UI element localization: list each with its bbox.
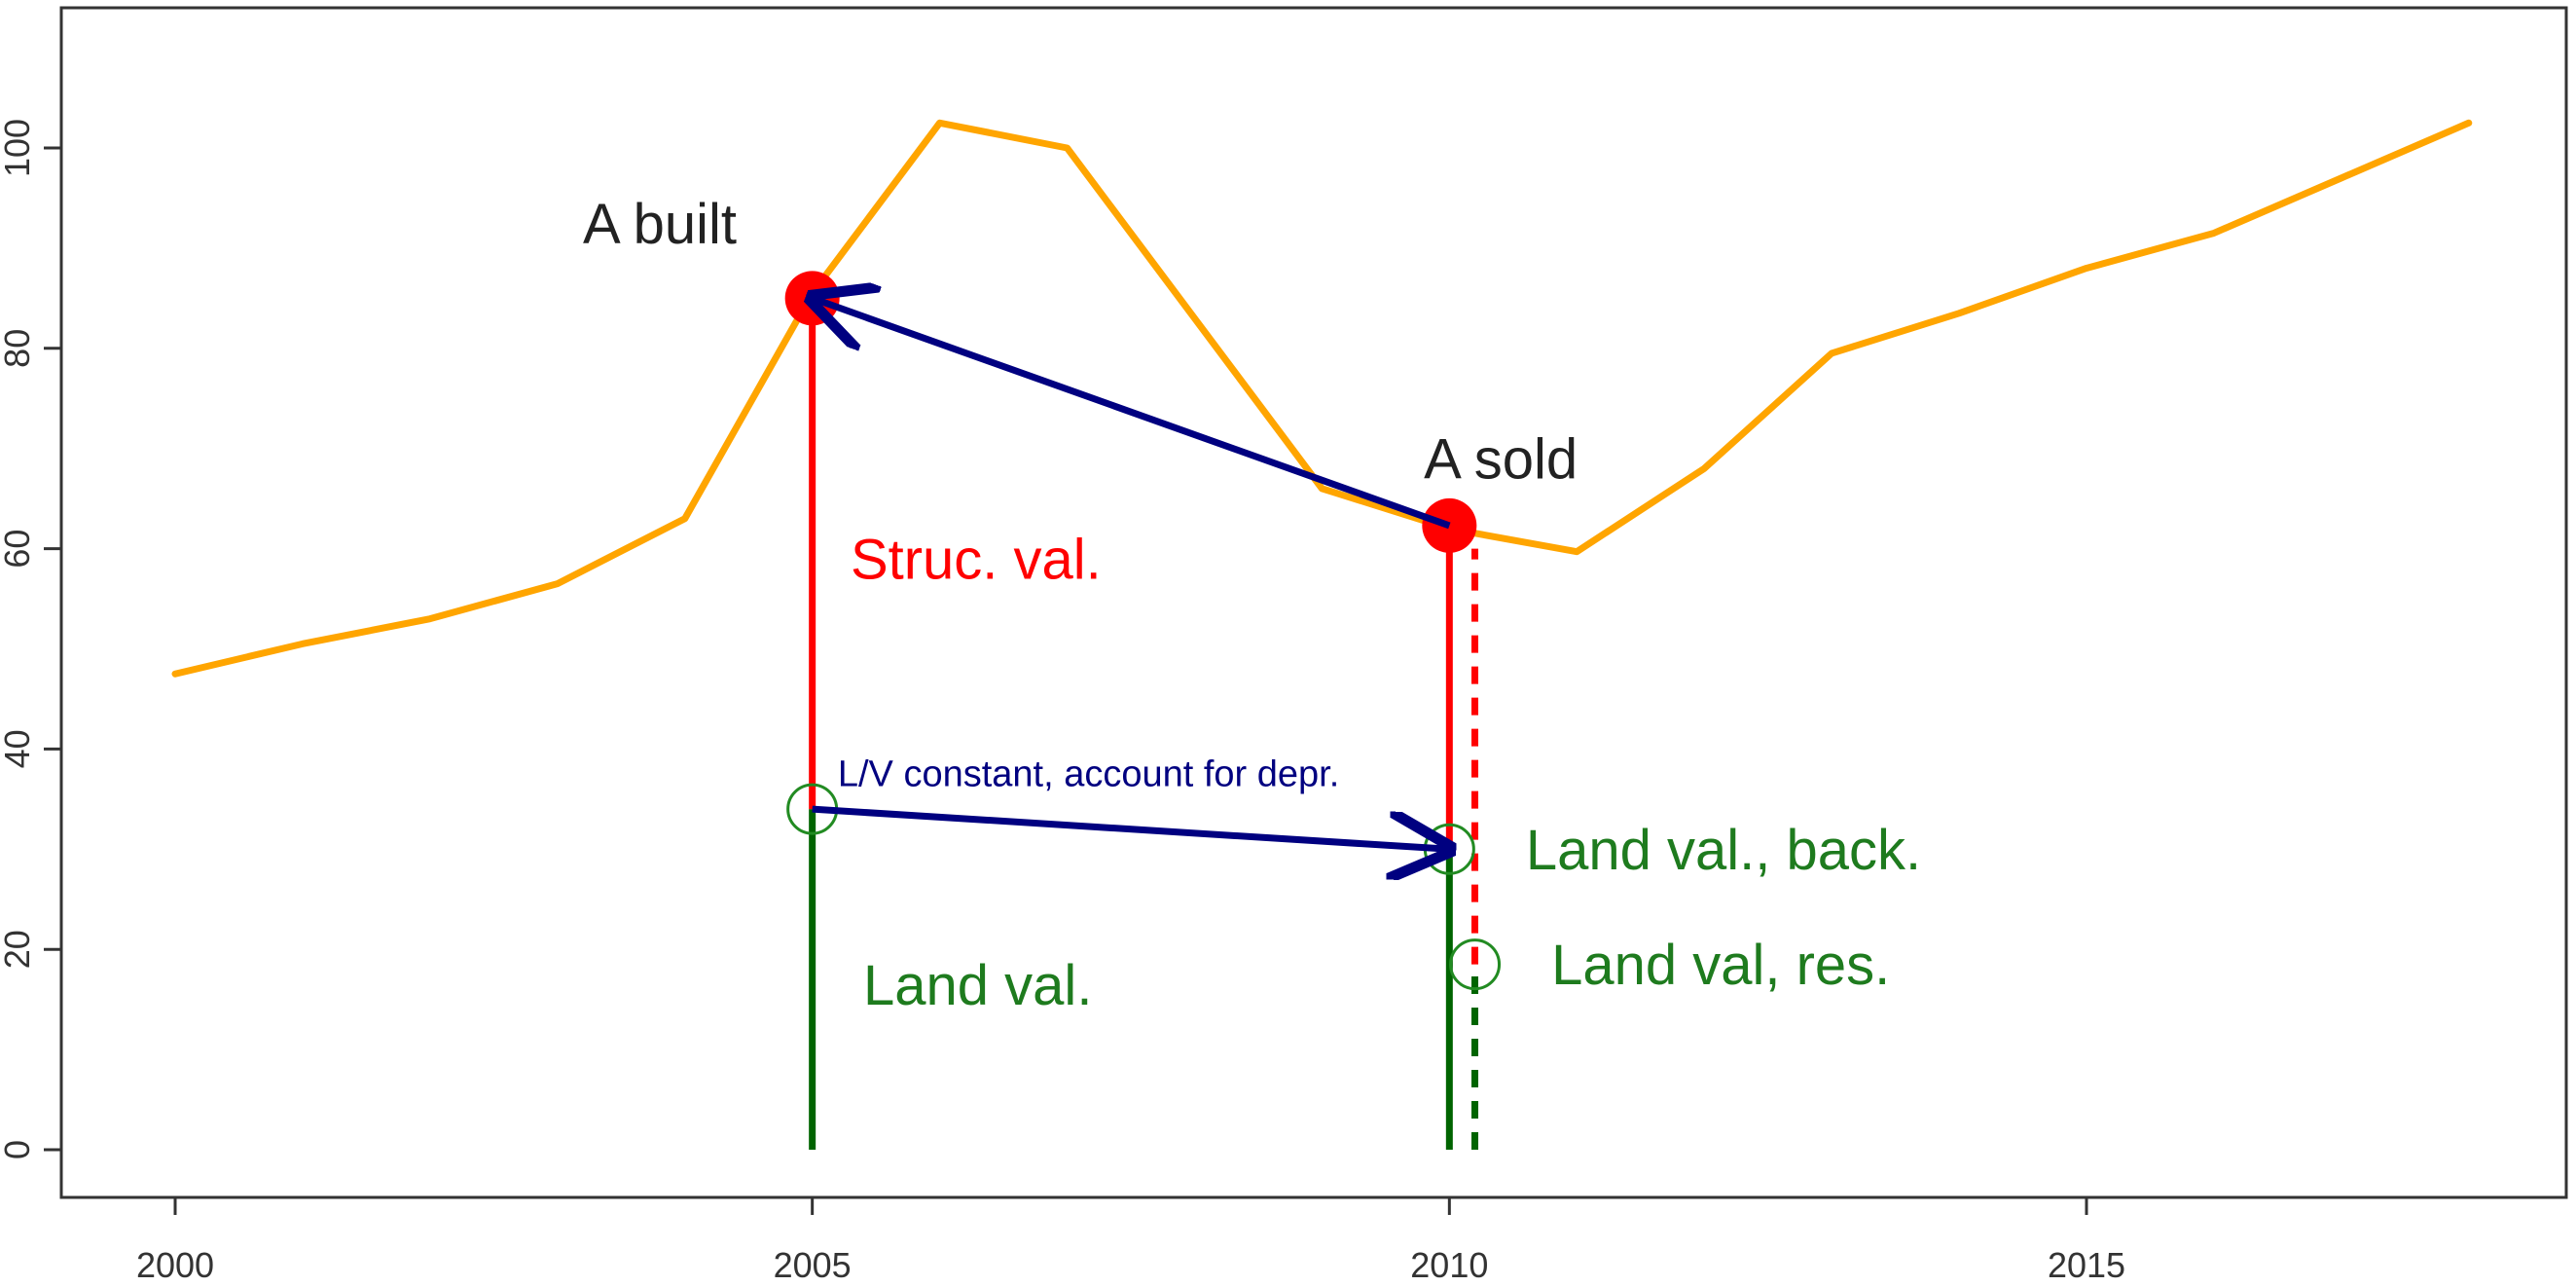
y-tick-label: 20 xyxy=(0,930,37,969)
annotation-label: Land val, res. xyxy=(1551,934,1890,997)
plot-frame xyxy=(59,6,2568,1199)
y-tick-label: 80 xyxy=(0,329,37,368)
annotation-label: Land val. xyxy=(863,954,1092,1017)
x-tick-label: 2005 xyxy=(774,1245,852,1281)
annotation-label: A built xyxy=(583,193,737,256)
chart-marks xyxy=(171,119,2473,1150)
annotation-label: Struc. val. xyxy=(851,528,1102,591)
annotation-label: A sold xyxy=(1424,428,1578,492)
y-tick-label: 40 xyxy=(0,729,37,768)
y-tick-label: 0 xyxy=(0,1140,37,1159)
land-value-marker xyxy=(1449,938,1502,991)
annotations: A built A sold Struc. val. L/V constant, ac… xyxy=(583,193,1921,1017)
arrow xyxy=(812,805,1450,849)
arrow xyxy=(813,298,1451,530)
x-tick-label: 2000 xyxy=(136,1245,214,1281)
annotation-label: Land val., back. xyxy=(1526,819,1921,882)
series-line xyxy=(171,119,2473,678)
x-tick-label: 2015 xyxy=(2048,1245,2125,1281)
axes: 2000 2005 2010 2015 0 20 40 60 80 100 xyxy=(0,119,2125,1285)
y-tick-label: 100 xyxy=(0,119,37,177)
x-tick-label: 2010 xyxy=(1410,1245,1488,1281)
y-tick-label: 60 xyxy=(0,530,37,569)
annotation-label: L/V constant, account for depr. xyxy=(838,753,1339,794)
